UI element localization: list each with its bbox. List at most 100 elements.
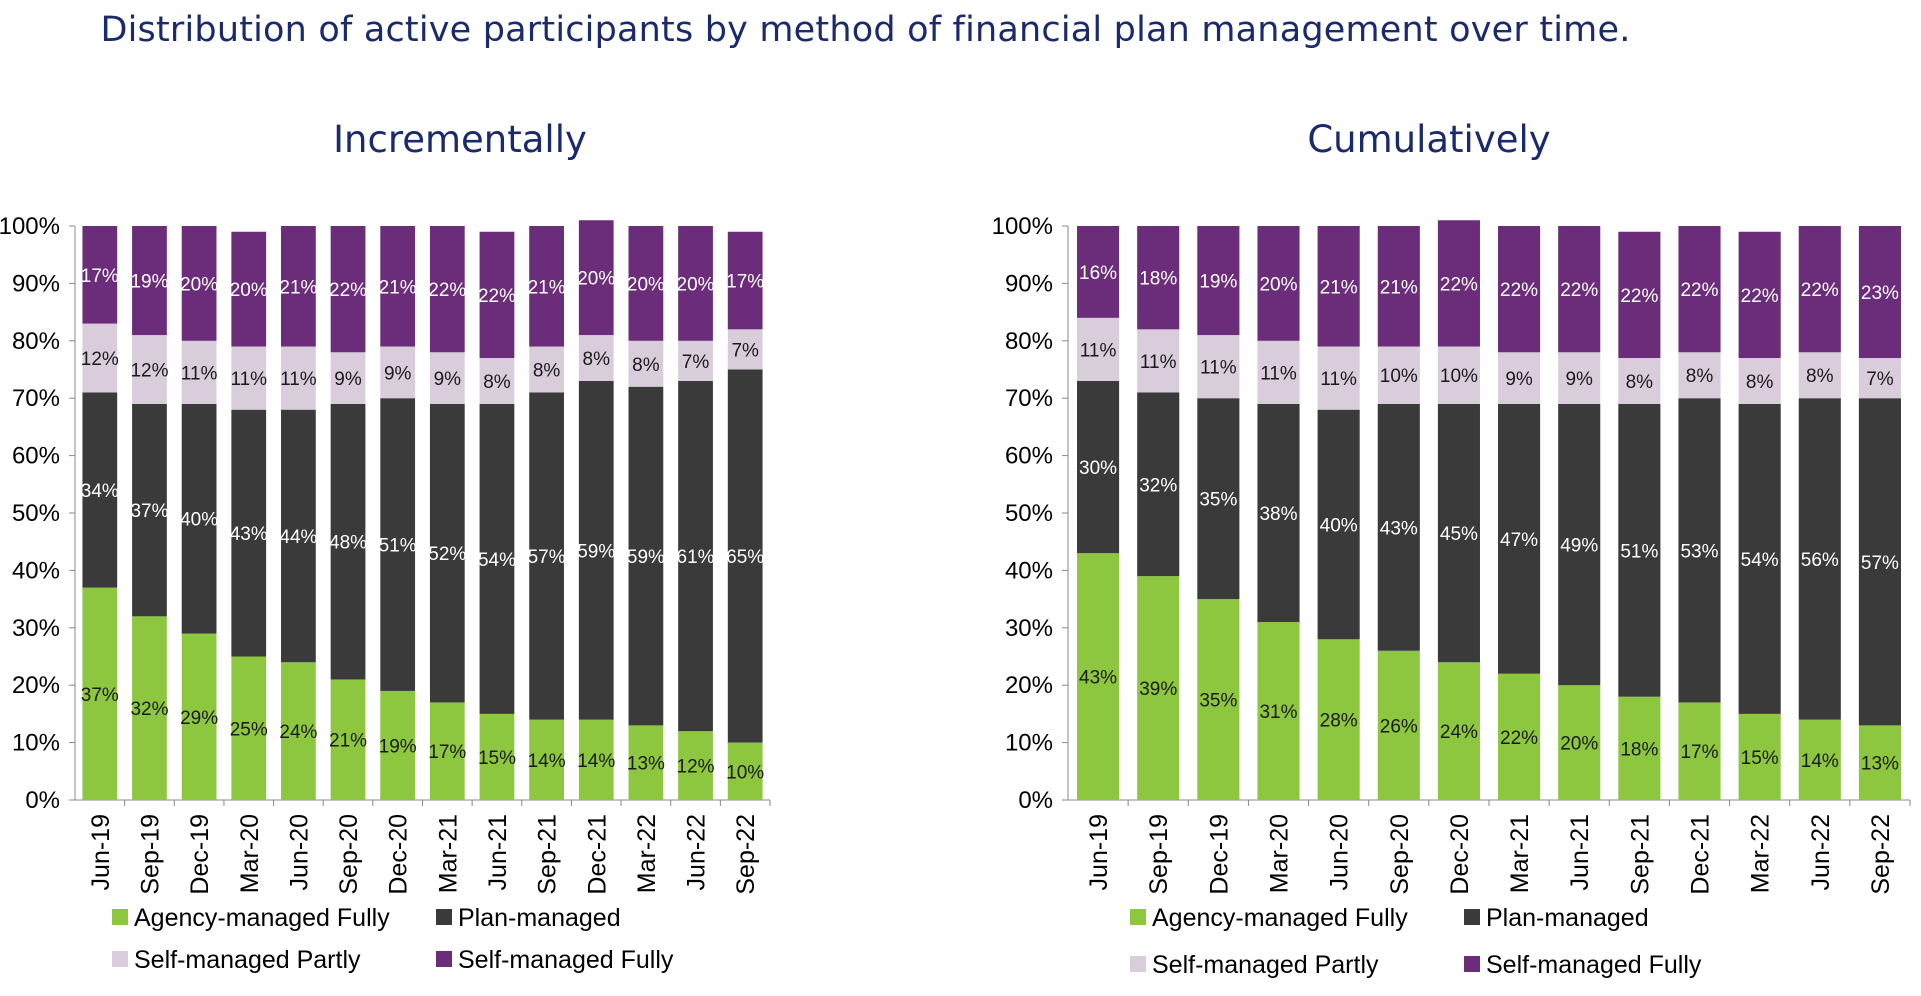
bar-segment-agency-fully xyxy=(1678,702,1721,800)
x-category-label: Mar-22 xyxy=(1747,814,1775,893)
x-category-label: Dec-19 xyxy=(1205,814,1233,895)
data-label: 12% xyxy=(130,361,168,382)
bar-segment-plan-managed xyxy=(1377,403,1420,651)
bar-segment-plan-managed xyxy=(231,409,267,657)
data-label: 38% xyxy=(1259,504,1297,525)
data-label: 8% xyxy=(1806,366,1834,387)
data-label: 24% xyxy=(279,722,317,743)
bar-segment-self-partly xyxy=(429,352,465,404)
data-label: 43% xyxy=(1380,518,1418,539)
bar-segment-agency-fully xyxy=(678,731,713,800)
y-tick-label: 40% xyxy=(1005,557,1053,584)
bar-segment-agency-fully xyxy=(330,679,366,800)
data-label: 56% xyxy=(1801,550,1839,571)
data-label: 18% xyxy=(1139,269,1177,290)
bar-segment-agency-fully xyxy=(1197,599,1240,800)
x-category-label: Sep-21 xyxy=(534,814,562,895)
data-label: 22% xyxy=(1500,280,1538,301)
y-tick-label: 40% xyxy=(12,557,60,584)
bar-segment-self-fully xyxy=(231,231,267,347)
data-label: 49% xyxy=(1560,536,1598,557)
data-label: 39% xyxy=(1139,679,1177,700)
data-label: 57% xyxy=(1861,553,1899,574)
bar-segment-plan-managed xyxy=(1077,380,1120,554)
data-label: 13% xyxy=(627,754,665,775)
data-label: 22% xyxy=(1741,286,1779,307)
page-title: Distribution of active participants by m… xyxy=(100,10,1631,50)
data-label: 21% xyxy=(1320,277,1358,298)
bar-segment-self-partly xyxy=(578,335,614,381)
data-label: 20% xyxy=(180,274,218,295)
bar-segment-self-partly xyxy=(1077,317,1120,381)
bar-segment-self-fully xyxy=(429,226,465,353)
bar-segment-agency-fully xyxy=(578,719,614,800)
data-label: 21% xyxy=(379,277,417,298)
data-label: 22% xyxy=(478,286,516,307)
bar-segment-self-fully xyxy=(1197,226,1240,336)
data-label: 7% xyxy=(731,340,759,361)
bar-segment-agency-fully xyxy=(1618,696,1661,800)
data-label: 10% xyxy=(1440,366,1478,387)
data-label: 43% xyxy=(230,524,268,545)
data-label: 22% xyxy=(428,280,466,301)
bar-segment-self-fully xyxy=(529,226,564,347)
bar-segment-self-fully xyxy=(1678,226,1721,353)
data-label: 29% xyxy=(180,708,218,729)
data-label: 19% xyxy=(1199,272,1237,293)
data-label: 40% xyxy=(180,510,218,531)
data-label: 34% xyxy=(81,481,119,502)
bar-segment-plan-managed xyxy=(132,403,167,617)
bar-segment-plan-managed xyxy=(1798,398,1841,720)
data-label: 11% xyxy=(1200,358,1237,379)
bar-segment-agency-fully xyxy=(1738,713,1781,800)
data-label: 22% xyxy=(1500,728,1538,749)
data-label: 28% xyxy=(1320,711,1358,732)
data-label: 57% xyxy=(528,547,566,568)
bar-segment-self-fully xyxy=(678,226,713,341)
bar-segment-self-partly xyxy=(479,358,515,404)
x-category-label: Dec-21 xyxy=(1687,814,1715,895)
bar-segment-self-fully xyxy=(181,226,217,341)
bar-segment-agency-fully xyxy=(1137,576,1180,800)
data-label: 65% xyxy=(726,547,764,568)
bar-segment-agency-fully xyxy=(231,656,267,800)
chart-incrementally: 0% 10% 20% 30% 40% 50% 60% 70% 80% 90% 100% 37% 34% 1… xyxy=(0,213,771,974)
y-tick-label: 30% xyxy=(1005,615,1053,642)
data-label: 8% xyxy=(483,372,511,393)
bar-segment-plan-managed xyxy=(578,380,614,720)
legend-label: Self-managed Fully xyxy=(1486,951,1702,979)
x-category-label: Jun-19 xyxy=(1085,814,1113,890)
data-label: 8% xyxy=(1686,366,1714,387)
bar-segment-self-fully xyxy=(1317,226,1360,347)
data-label: 22% xyxy=(1801,280,1839,301)
legend-swatch-self-partly xyxy=(1130,956,1146,972)
legend-swatch-self-fully xyxy=(436,951,452,967)
data-label: 48% xyxy=(329,533,367,554)
bar-segment-plan-managed xyxy=(1197,398,1240,600)
data-label: 23% xyxy=(1861,283,1899,304)
data-label: 10% xyxy=(726,762,764,783)
y-tick-label: 30% xyxy=(12,615,60,642)
x-category-label: Sep-19 xyxy=(1145,814,1173,895)
x-category-label: Mar-21 xyxy=(434,814,462,893)
data-label: 35% xyxy=(1199,490,1237,511)
bar-segment-self-fully xyxy=(380,226,416,347)
y-tick-label: 50% xyxy=(12,500,60,527)
data-label: 32% xyxy=(1139,475,1177,496)
data-label: 8% xyxy=(533,361,561,382)
bar-segment-plan-managed xyxy=(1558,403,1601,686)
bar-segment-plan-managed xyxy=(181,403,217,634)
y-tick-label: 60% xyxy=(12,443,60,470)
bar-segment-self-fully xyxy=(330,226,366,353)
data-label: 8% xyxy=(1746,372,1774,393)
x-category-label: Jun-21 xyxy=(484,814,512,890)
bar-segment-plan-managed xyxy=(1618,403,1661,697)
data-label: 19% xyxy=(379,736,417,757)
bar-segment-self-partly xyxy=(1317,346,1360,410)
data-label: 11% xyxy=(1140,352,1177,373)
legend-label: Self-managed Partly xyxy=(134,946,361,974)
data-label: 12% xyxy=(677,757,715,778)
bar-segment-self-fully xyxy=(628,226,664,341)
bar-segment-agency-fully xyxy=(132,616,167,800)
data-label: 35% xyxy=(1199,691,1237,712)
